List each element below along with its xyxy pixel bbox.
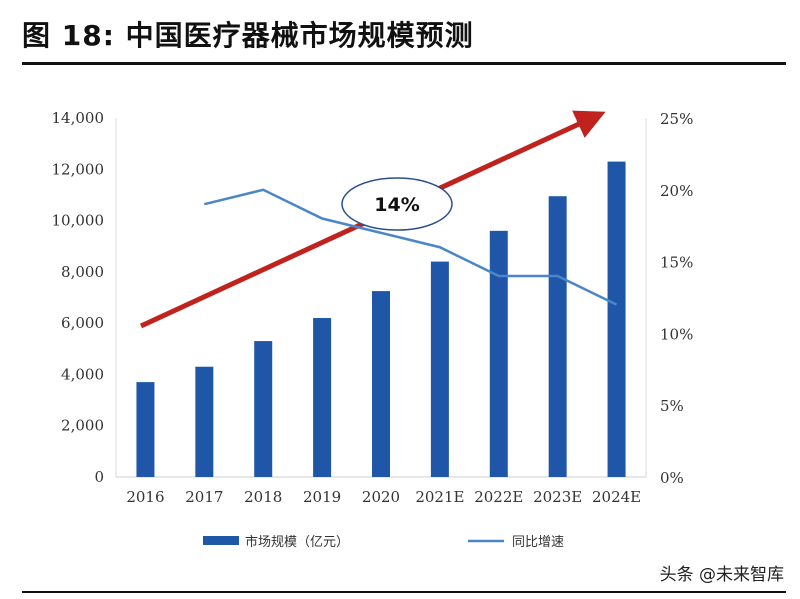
y-right-tick-label: 25% [660,110,693,128]
legend-label-bar: 市场规模（亿元） [245,534,349,550]
bottom-rule [22,591,786,593]
y-right-tick-label: 5% [660,397,684,415]
x-tick-label: 2018 [244,488,282,506]
x-tick-label: 2020 [362,488,400,506]
x-tick-label: 2022E [474,488,523,506]
bar-2016 [136,382,155,477]
y-right-tick-label: 20% [660,182,693,200]
title-rule [22,62,786,65]
y-left-tick-label: 4,000 [61,365,104,383]
x-tick-label: 2023E [533,488,582,506]
bar-2022E [489,230,508,477]
bar-2023E [548,196,567,478]
y-left-tick-label: 0 [94,468,104,486]
y-left-tick-label: 10,000 [52,212,105,230]
y-left-tick-label: 2,000 [61,417,104,435]
legend-swatch-bar [203,536,239,545]
x-tick-label: 2016 [126,488,164,506]
growth-line [204,188,618,306]
annotation-ellipse [341,177,453,231]
annotation-label: 14% [374,194,419,216]
bar-2021E [430,261,449,477]
y-right-tick-label: 0% [660,469,684,487]
x-tick-label: 2024E [592,488,641,506]
x-tick-label: 2017 [185,488,223,506]
x-tick-label: 2019 [303,488,341,506]
y-left-tick-label: 8,000 [61,263,104,281]
y-right-tick-label: 10% [660,325,693,343]
bar-2017 [195,366,214,477]
y-left-tick-label: 12,000 [52,160,105,178]
figure-title: 图 18: 中国医疗器械市场规模预测 [22,19,474,52]
legend-label-line: 同比增速 [512,535,564,550]
bar-2019 [313,318,332,477]
y-left-tick-label: 14,000 [52,109,105,127]
y-left-tick-label: 6,000 [61,314,104,332]
bar-2020 [372,291,390,477]
y-right-tick-label: 15% [660,254,693,272]
bar-2018 [254,341,273,477]
x-tick-label: 2021E [415,488,464,506]
watermark: 头条 @未来智库 [659,565,784,585]
bar-2024E [607,161,626,478]
